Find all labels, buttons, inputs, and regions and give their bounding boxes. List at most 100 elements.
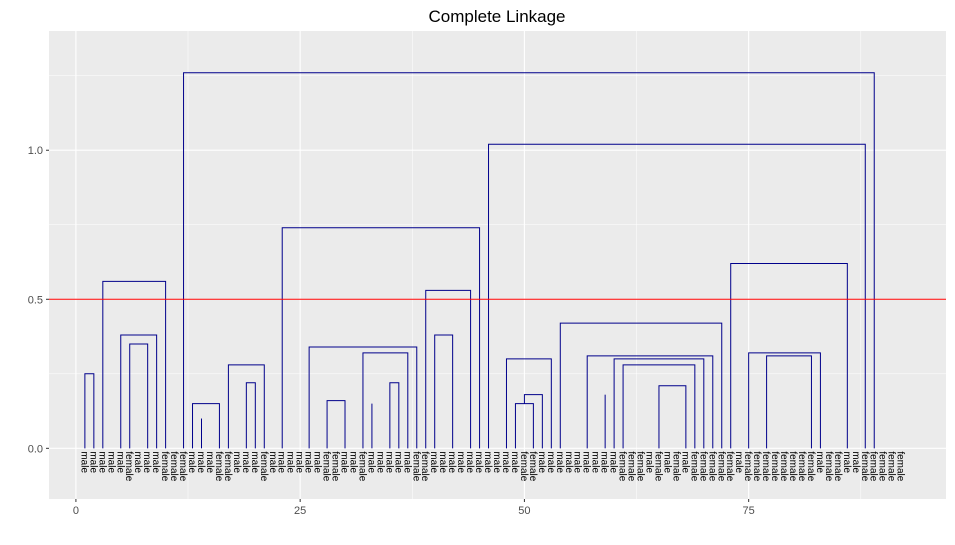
- leaf-label: female: [518, 451, 529, 481]
- leaf-label: male: [679, 451, 690, 473]
- dendrogram-branch: [326, 400, 346, 449]
- leaf-label: male: [536, 451, 547, 473]
- chart-title: Complete Linkage: [428, 7, 565, 26]
- leaf-label: male: [240, 451, 251, 473]
- dendrogram-branch: [227, 364, 265, 449]
- leaf-label: male: [482, 451, 493, 473]
- leaf-label: female: [159, 451, 170, 481]
- leaf-label: male: [276, 451, 287, 473]
- leaf-label: female: [410, 451, 421, 481]
- leaf-label: female: [168, 451, 179, 481]
- leaf-label: male: [285, 451, 296, 473]
- dendrogram-branch: [192, 403, 220, 449]
- leaf-label: female: [617, 451, 628, 481]
- leaf-label: female: [527, 451, 538, 481]
- dendrogram-branch: [362, 352, 409, 449]
- leaf-label: male: [141, 451, 152, 473]
- dendrogram-branch: [730, 263, 848, 449]
- dendrogram-branch: [245, 382, 256, 449]
- leaf-label: female: [213, 451, 224, 481]
- leaf-label: female: [177, 451, 188, 481]
- leaf-label: male: [572, 451, 583, 473]
- leaf-label: female: [222, 451, 233, 481]
- leaf-label: male: [365, 451, 376, 473]
- leaf-label: female: [823, 451, 834, 481]
- dendrogram-branch: [622, 364, 696, 449]
- leaf-label: male: [204, 451, 215, 473]
- leaf-label: female: [832, 451, 843, 481]
- leaf-label: female: [769, 451, 780, 481]
- leaf-label: female: [859, 451, 870, 481]
- leaf-label: male: [599, 451, 610, 473]
- leaf-label: male: [643, 451, 654, 473]
- leaf-label: female: [751, 451, 762, 481]
- dendrogram-branch: [389, 382, 400, 449]
- leaf-label: female: [886, 451, 897, 481]
- leaf-label: male: [428, 451, 439, 473]
- leaf-label: male: [581, 451, 592, 473]
- leaf-label: male: [267, 451, 278, 473]
- y-tick-label: 1.0: [28, 145, 43, 157]
- dendrogram-branch: [84, 373, 95, 449]
- leaf-label: female: [321, 451, 332, 481]
- leaf-label: male: [249, 451, 260, 473]
- dendrogram-branch: [748, 352, 821, 449]
- leaf-label: female: [697, 451, 708, 481]
- leaf-label: male: [312, 451, 323, 473]
- leaf-label: female: [626, 451, 637, 481]
- leaf-label: male: [841, 451, 852, 473]
- dendrogram-branch: [120, 334, 158, 449]
- leaf-label: male: [608, 451, 619, 473]
- leaf-label: male: [473, 451, 484, 473]
- leaf-label: male: [383, 451, 394, 473]
- leaf-label: male: [733, 451, 744, 473]
- leaf-label: male: [87, 451, 98, 473]
- leaf-label: female: [419, 451, 430, 481]
- leaf-label: female: [670, 451, 681, 481]
- leaf-label: female: [895, 451, 906, 481]
- leaf-label: male: [437, 451, 448, 473]
- dendrogram-branch: [425, 289, 472, 449]
- leaf-label: male: [96, 451, 107, 473]
- leaf-label: male: [339, 451, 350, 473]
- leaf-label: female: [787, 451, 798, 481]
- dendrogram-branch: [488, 143, 866, 449]
- y-tick-label: 0.0: [28, 443, 43, 455]
- dendrogram-branch: [102, 280, 167, 449]
- dendrogram-branch: [586, 355, 714, 449]
- leaf-label: male: [374, 451, 385, 473]
- leaf-label: male: [554, 451, 565, 473]
- leaf-label: female: [796, 451, 807, 481]
- leaf-label: male: [509, 451, 520, 473]
- x-axis-ticks: 0 25 50 75: [73, 499, 755, 517]
- leaf-label: female: [356, 451, 367, 481]
- leaf-label: male: [500, 451, 511, 473]
- leaf-label: male: [114, 451, 125, 473]
- leaf-label: female: [330, 451, 341, 481]
- leaf-label: male: [150, 451, 161, 473]
- leaf-label: female: [724, 451, 735, 481]
- dendrogram-branch: [559, 322, 723, 449]
- leaf-label: female: [635, 451, 646, 481]
- leaf-label: male: [294, 451, 305, 473]
- plot-panel: [49, 31, 946, 499]
- leaf-label: female: [742, 451, 753, 481]
- leaf-label: female: [652, 451, 663, 481]
- leaf-label: male: [303, 451, 314, 473]
- leaf-label: male: [347, 451, 358, 473]
- leaf-label: male: [105, 451, 116, 473]
- leaf-label: female: [688, 451, 699, 481]
- leaf-label: female: [706, 451, 717, 481]
- dendrogram-branch: [766, 355, 812, 449]
- y-axis-ticks: 0.0 0.5 1.0: [28, 145, 49, 455]
- leaf-label: male: [545, 451, 556, 473]
- leaf-label: male: [563, 451, 574, 473]
- dendrogram-branches: [84, 72, 875, 449]
- leaf-label: female: [760, 451, 771, 481]
- leaf-label: male: [132, 451, 143, 473]
- x-tick-label: 0: [73, 505, 79, 517]
- leaf-label: male: [464, 451, 475, 473]
- leaf-label: female: [715, 451, 726, 481]
- leaf-label: male: [850, 451, 861, 473]
